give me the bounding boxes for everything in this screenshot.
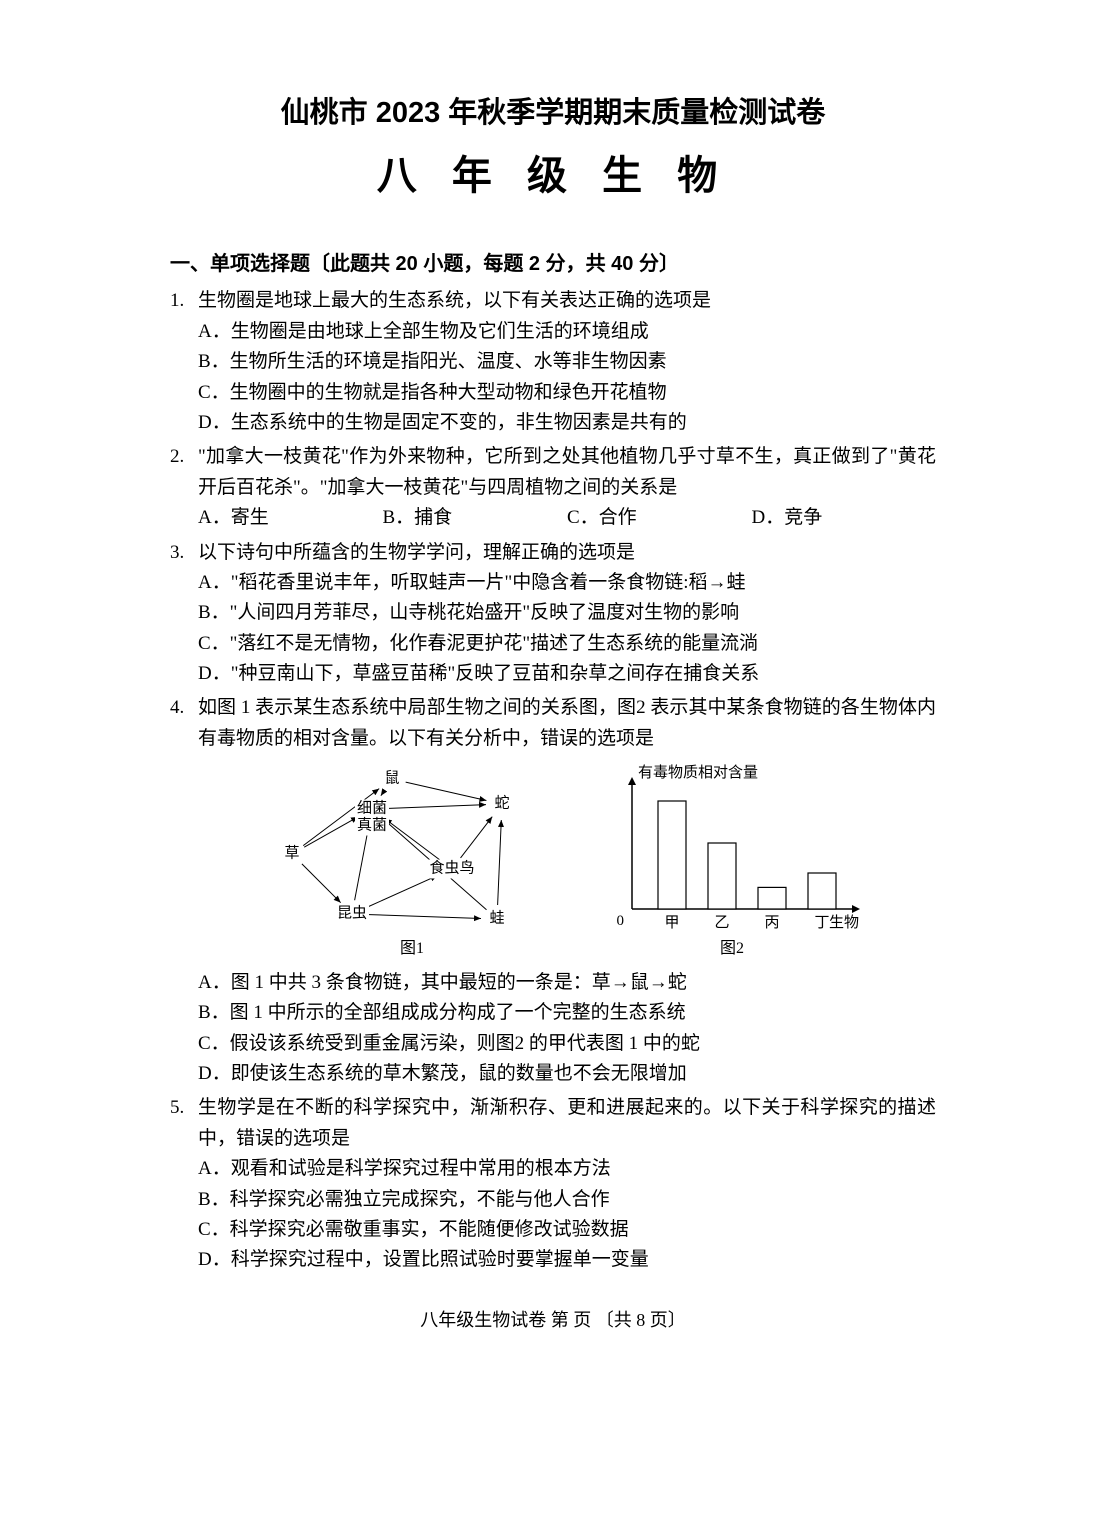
question-2: 2. "加拿大一枝黄花"作为外来物种，它所到之处其他植物几乎寸草不生，真正做到了… — [170, 442, 936, 533]
svg-text:昆虫: 昆虫 — [337, 905, 367, 922]
option-b: B．"人间四月芳菲尽，山寺桃花始盛开"反映了温度对生物的影响 — [198, 598, 936, 628]
question-number: 4. — [170, 693, 198, 1089]
option-d: D．生态系统中的生物是固定不变的，非生物因素是共有的 — [198, 408, 936, 438]
option-c: C．"落红不是无情物，化作春泥更护花"描述了生态系统的能量流淌 — [198, 629, 936, 659]
svg-text:蛙: 蛙 — [489, 910, 504, 927]
question-stem: 生物圈是地球上最大的生态系统，以下有关表达正确的选项是 — [198, 286, 936, 316]
svg-text:细菌: 细菌 — [357, 800, 387, 817]
question-3: 3. 以下诗句中所蕴含的生物学学问，理解正确的选项是 A．"稻花香里说丰年，听取… — [170, 538, 936, 690]
svg-text:有毒物质相对含量: 有毒物质相对含量 — [638, 764, 758, 781]
option-b: B．生物所生活的环境是指阳光、温度、水等非生物因素 — [198, 347, 936, 377]
svg-text:鼠: 鼠 — [384, 770, 399, 787]
svg-text:丙: 丙 — [764, 915, 779, 931]
svg-text:丁: 丁 — [814, 915, 829, 931]
question-number: 1. — [170, 286, 198, 438]
option-a: A．寄生 — [198, 503, 383, 533]
option-c: C．生物圈中的生物就是指各种大型动物和绿色开花植物 — [198, 378, 936, 408]
option-a: A．"稻花香里说丰年，听取蛙声一片"中隐含着一条食物链:稻→蛙 — [198, 568, 936, 598]
figure-row: 草 细菌真菌 鼠蛇昆虫 食虫鸟蛙 图1 有毒物质相对含量 0 甲 乙 丙 丁生物 图2 — [198, 764, 936, 962]
question-stem: "加拿大一枝黄花"作为外来物种，它所到之处其他植物几乎寸草不生，真正做到了"黄花… — [198, 442, 936, 503]
figure-1-caption: 图1 — [272, 936, 552, 962]
question-stem: 如图 1 表示某生态系统中局部生物之间的关系图，图2 表示其中某条食物链的各生物… — [198, 693, 936, 754]
option-c: C．科学探究必需敬重事实，不能随便修改试验数据 — [198, 1215, 936, 1245]
svg-text:0: 0 — [617, 913, 625, 929]
svg-text:生物: 生物 — [829, 914, 859, 931]
option-d: D．即使该生态系统的草木繁茂，鼠的数量也不会无限增加 — [198, 1059, 936, 1089]
option-c: C．假设该系统受到重金属污染，则图2 的甲代表图 1 中的蛇 — [198, 1029, 936, 1059]
svg-text:甲: 甲 — [664, 915, 679, 931]
svg-text:乙: 乙 — [714, 915, 729, 931]
figure-2: 有毒物质相对含量 0 甲 乙 丙 丁生物 图2 — [602, 764, 862, 962]
question-1: 1. 生物圈是地球上最大的生态系统，以下有关表达正确的选项是 A．生物圈是由地球… — [170, 286, 936, 438]
page-footer: 八年级生物试卷 第 页 〔共 8 页〕 — [170, 1306, 936, 1335]
bar-chart: 有毒物质相对含量 0 甲 乙 丙 丁生物 — [602, 764, 862, 934]
option-a: A．图 1 中共 3 条食物链，其中最短的一条是：草→鼠→蛇 — [198, 968, 936, 998]
question-5: 5. 生物学是在不断的科学探究中，渐渐积存、更和进展起来的。以下关于科学探究的描… — [170, 1093, 936, 1275]
question-stem: 以下诗句中所蕴含的生物学学问，理解正确的选项是 — [198, 538, 936, 568]
question-4: 4. 如图 1 表示某生态系统中局部生物之间的关系图，图2 表示其中某条食物链的… — [170, 693, 936, 1089]
option-d: D．科学探究过程中，设置比照试验时要掌握单一变量 — [198, 1245, 936, 1275]
question-number: 2. — [170, 442, 198, 533]
food-web-diagram: 草 细菌真菌 鼠蛇昆虫 食虫鸟蛙 — [272, 764, 552, 934]
svg-text:真菌: 真菌 — [357, 816, 387, 834]
figure-2-caption: 图2 — [602, 936, 862, 962]
question-number: 3. — [170, 538, 198, 690]
option-a: A．生物圈是由地球上全部生物及它们生活的环境组成 — [198, 317, 936, 347]
section-heading: 一、单项选择题〔此题共 20 小题，每题 2 分，共 40 分〕 — [170, 248, 936, 280]
option-b: B．科学探究必需独立完成探究，不能与他人合作 — [198, 1185, 936, 1215]
option-b: B．捕食 — [383, 503, 568, 533]
exam-title-line1: 仙桃市 2023 年秋季学期期末质量检测试卷 — [170, 90, 936, 136]
question-stem: 生物学是在不断的科学探究中，渐渐积存、更和进展起来的。以下关于科学探究的描述中，… — [198, 1093, 936, 1154]
option-d: D．竞争 — [752, 503, 937, 533]
svg-text:草: 草 — [284, 845, 299, 862]
svg-text:蛇: 蛇 — [494, 795, 509, 812]
option-d: D．"种豆南山下，草盛豆苗稀"反映了豆苗和杂草之间存在捕食关系 — [198, 659, 936, 689]
option-c: C．合作 — [567, 503, 752, 533]
exam-title-line2: 八 年 级 生 物 — [170, 144, 936, 208]
svg-text:食虫鸟: 食虫鸟 — [429, 860, 474, 877]
question-number: 5. — [170, 1093, 198, 1275]
option-b: B．图 1 中所示的全部组成成分构成了一个完整的生态系统 — [198, 998, 936, 1028]
figure-1: 草 细菌真菌 鼠蛇昆虫 食虫鸟蛙 图1 — [272, 764, 552, 962]
option-a: A．观看和试验是科学探究过程中常用的根本方法 — [198, 1154, 936, 1184]
